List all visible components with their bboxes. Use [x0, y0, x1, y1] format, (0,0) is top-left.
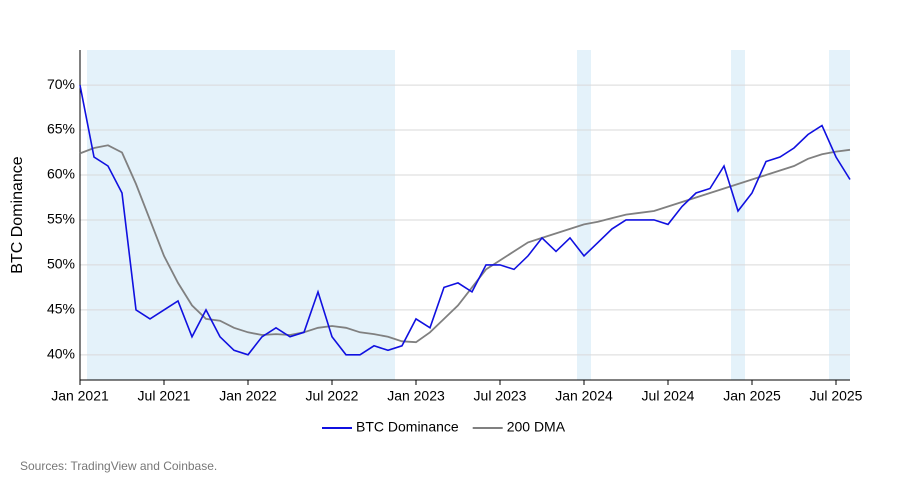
shaded-period — [311, 50, 395, 380]
shaded-period — [87, 50, 283, 380]
y-tick-label: 50% — [47, 256, 75, 272]
y-tick-label: 55% — [47, 211, 75, 227]
y-tick-label: 40% — [47, 346, 75, 362]
x-tick-label: Jan 2023 — [387, 388, 445, 404]
x-tick-label: Jan 2025 — [723, 388, 781, 404]
legend-label: 200 DMA — [507, 419, 566, 435]
y-tick-label: 60% — [47, 166, 75, 182]
x-tick-label: Jul 2025 — [810, 388, 863, 404]
y-axis-label: BTC Dominance — [9, 156, 26, 273]
legend-label: BTC Dominance — [356, 419, 459, 435]
shaded-period — [829, 50, 850, 380]
x-tick-label: Jan 2022 — [219, 388, 277, 404]
series-line — [79, 84, 851, 356]
shaded-period — [577, 50, 591, 380]
x-tick-label: Jan 2024 — [555, 388, 613, 404]
shaded-period — [731, 50, 745, 380]
x-tick-label: Jan 2021 — [51, 388, 109, 404]
x-tick-label: Jul 2022 — [306, 388, 359, 404]
x-tick-label: Jul 2021 — [138, 388, 191, 404]
y-tick-label: 45% — [47, 301, 75, 317]
y-tick-label: 65% — [47, 121, 75, 137]
y-tick-label: 70% — [47, 76, 75, 92]
x-tick-label: Jul 2024 — [642, 388, 695, 404]
source-note: Sources: TradingView and Coinbase. — [20, 459, 217, 473]
x-tick-label: Jul 2023 — [474, 388, 527, 404]
series-line — [79, 144, 851, 344]
